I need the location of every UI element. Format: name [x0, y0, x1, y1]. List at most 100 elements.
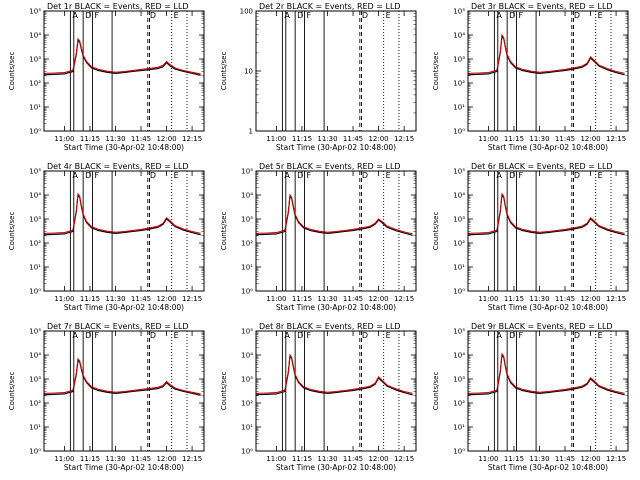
event-marker-label: A: [284, 171, 290, 180]
plot-frame: [43, 10, 205, 132]
y-tick-label: 10⁵: [453, 328, 465, 336]
plot-frame: [467, 10, 629, 132]
series-line-lld: [468, 352, 625, 394]
x-tick-label: 11:15: [80, 455, 100, 463]
series-group: [468, 352, 625, 396]
x-tick-label: 12:00: [368, 135, 388, 143]
event-marker-label: A: [72, 331, 78, 340]
y-tick-label: 10²: [29, 80, 41, 88]
y-tick-label: 10¹: [453, 264, 465, 272]
x-tick-label: 11:30: [529, 295, 549, 303]
panel-1: Det 1r BLACK = Events, RED = LLD Counts/s…: [8, 2, 205, 152]
x-axis-label: Start Time (30-Apr-02 10:48:00): [488, 143, 608, 152]
x-tick-label: 11:30: [317, 295, 337, 303]
event-marker-label: D: [574, 331, 580, 340]
y-tick-label: 10⁰: [241, 448, 253, 456]
y-tick-label: 10⁴: [29, 192, 41, 200]
y-axis-label: Counts/sec: [432, 52, 440, 91]
y-axis-label: Counts/sec: [432, 372, 440, 411]
event-marker-label: A: [496, 11, 502, 20]
panel-title: Det 5r BLACK = Events, RED = LLD: [259, 162, 401, 171]
y-tick-label: 10³: [29, 216, 41, 224]
y-tick-label: 10⁴: [29, 352, 41, 360]
x-tick-label: 11:00: [54, 455, 74, 463]
x-tick-label: 11:00: [478, 135, 498, 143]
x-tick-label: 11:00: [478, 295, 498, 303]
x-tick-label: 11:15: [292, 455, 312, 463]
y-tick-label: 10²: [241, 240, 253, 248]
panel-title: Det 3r BLACK = Events, RED = LLD: [471, 2, 613, 11]
series-line-events: [256, 354, 413, 396]
y-tick-label: 10³: [453, 376, 465, 384]
event-marker-label: D: [150, 11, 156, 20]
panel-2: Det 2r BLACK = Events, RED = LLD Counts/s…: [220, 2, 417, 152]
y-tick-label: 10⁴: [241, 352, 253, 360]
panel-title: Det 4r BLACK = Events, RED = LLD: [47, 162, 189, 171]
y-tick-label: 10¹: [29, 104, 41, 112]
x-tick-label: 12:15: [394, 135, 414, 143]
series-line-events: [44, 193, 201, 236]
x-tick-label: 12:15: [394, 295, 414, 303]
event-marker-label: F: [95, 11, 100, 20]
x-tick-label: 11:00: [54, 295, 74, 303]
y-tick-label: 10³: [241, 376, 253, 384]
event-marker-label: F: [307, 11, 312, 20]
event-marker-label: F: [95, 171, 100, 180]
y-tick-label: 10⁰: [453, 128, 465, 136]
panel-title: Det 1r BLACK = Events, RED = LLD: [47, 2, 189, 11]
series-line-lld: [468, 192, 625, 234]
event-marker-label: D: [362, 331, 368, 340]
x-tick-label: 11:30: [529, 135, 549, 143]
y-tick-label: 10⁴: [29, 32, 41, 40]
y-tick-label: 10¹: [453, 104, 465, 112]
y-axis-label: Counts/sec: [432, 212, 440, 251]
x-tick-label: 11:15: [292, 295, 312, 303]
y-tick-label: 10⁵: [453, 8, 465, 16]
event-marker-label: D: [509, 171, 515, 180]
y-axis-label: Counts/sec: [220, 372, 228, 411]
event-marker-label: D: [362, 171, 368, 180]
event-marker-label: E: [174, 331, 179, 340]
x-tick-label: 11:45: [343, 295, 363, 303]
y-tick-label: 10²: [453, 240, 465, 248]
panel-title: Det 2r BLACK = Events, RED = LLD: [259, 2, 401, 11]
plot-frame: [255, 330, 417, 452]
y-tick-label: 10¹: [241, 264, 253, 272]
x-tick-label: 11:45: [131, 455, 151, 463]
series-group: [44, 37, 201, 76]
y-tick-label: 10³: [29, 56, 41, 64]
x-tick-label: 11:45: [131, 295, 151, 303]
x-tick-label: 11:30: [529, 455, 549, 463]
x-tick-label: 12:15: [606, 135, 626, 143]
x-tick-label: 12:15: [182, 135, 202, 143]
y-tick-label: 10²: [453, 400, 465, 408]
y-tick-label: 10³: [453, 216, 465, 224]
x-tick-label: 12:00: [156, 295, 176, 303]
x-axis-label: Start Time (30-Apr-02 10:48:00): [64, 303, 184, 312]
series-group: [468, 33, 625, 76]
x-tick-label: 12:00: [580, 135, 600, 143]
event-marker-label: E: [386, 11, 391, 20]
x-axis-label: Start Time (30-Apr-02 10:48:00): [488, 303, 608, 312]
x-tick-label: 11:00: [266, 455, 286, 463]
y-tick-label: 100: [240, 8, 253, 16]
plot-frame: [255, 170, 417, 292]
x-tick-label: 11:15: [504, 295, 524, 303]
event-marker-label: D: [574, 171, 580, 180]
y-tick-label: 10²: [29, 240, 41, 248]
x-axis-label: Start Time (30-Apr-02 10:48:00): [64, 143, 184, 152]
y-tick-label: 10⁴: [453, 352, 465, 360]
x-tick-label: 12:15: [182, 295, 202, 303]
x-tick-label: 11:45: [343, 455, 363, 463]
series-line-lld: [44, 192, 201, 234]
x-tick-label: 12:00: [156, 135, 176, 143]
series-line-events: [468, 353, 625, 396]
x-axis-label: Start Time (30-Apr-02 10:48:00): [276, 303, 396, 312]
y-tick-label: 10⁴: [241, 192, 253, 200]
event-marker-label: D: [574, 11, 580, 20]
y-axis-label: Counts/sec: [8, 212, 16, 251]
event-marker-label: D: [297, 11, 303, 20]
series-line-lld: [44, 357, 201, 395]
event-marker-label: F: [307, 171, 312, 180]
x-tick-label: 11:45: [555, 135, 575, 143]
